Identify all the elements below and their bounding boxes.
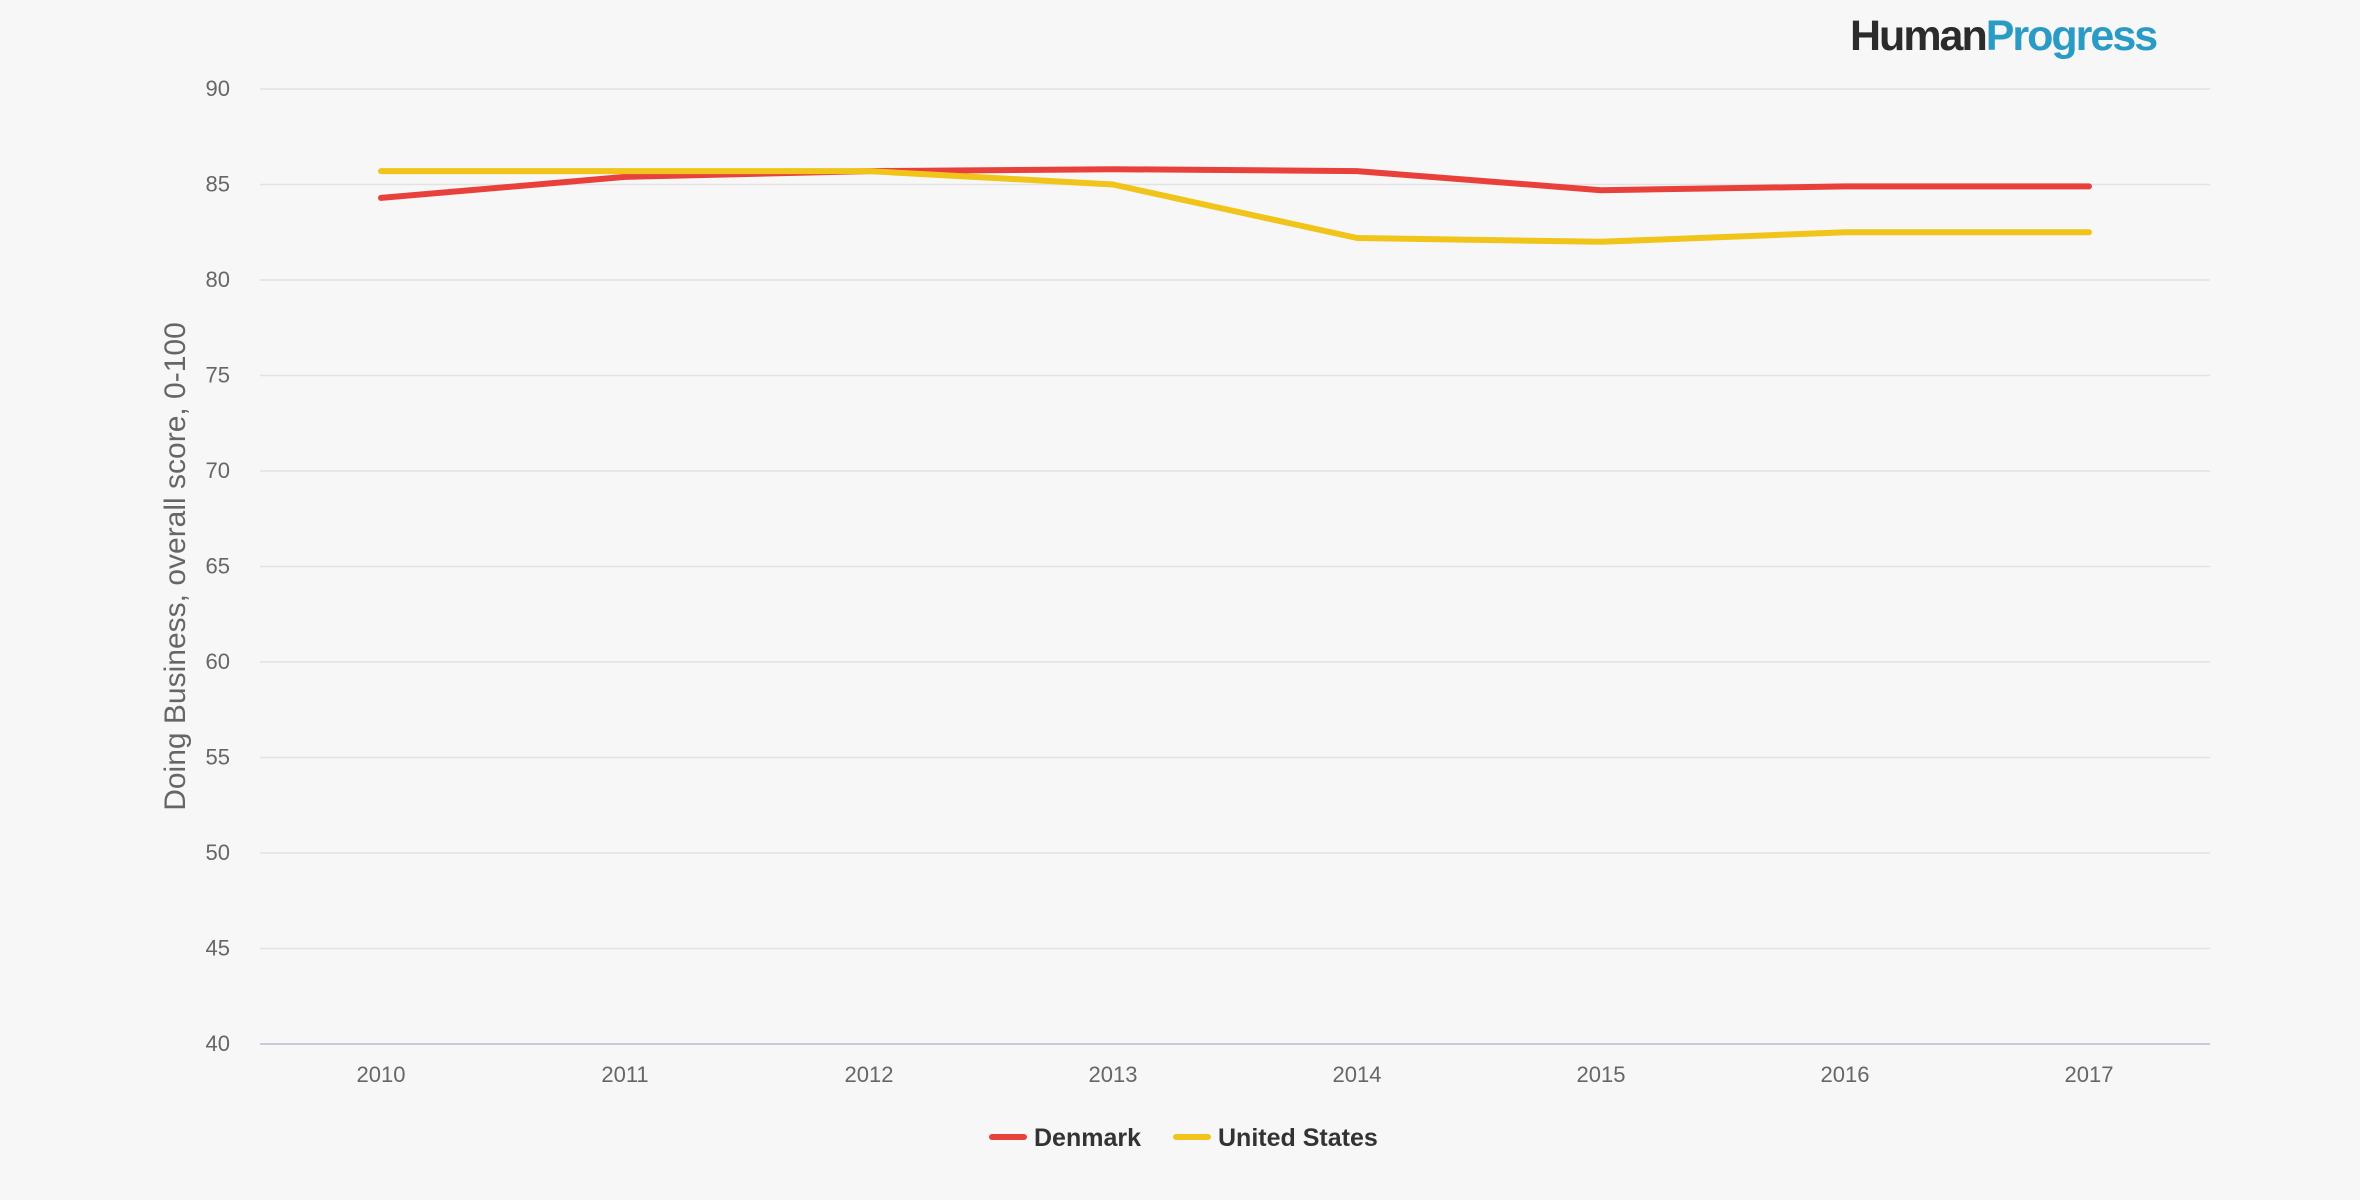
legend-item-united-states: United States	[1173, 1124, 1378, 1152]
y-axis-label: Doing Business, overall score, 0-100	[159, 322, 192, 811]
y-tick-label: 75	[206, 363, 230, 388]
y-tick-label: 40	[206, 1031, 230, 1056]
humanprogress-logo: HumanProgress	[1850, 12, 2158, 61]
gridlines	[260, 88, 2210, 1045]
x-axis-ticks: 2010 2011 2012 2013 2014 2015 2016 2017	[357, 1062, 2114, 1087]
x-tick-label: 2013	[1089, 1062, 1138, 1087]
y-tick-label: 85	[206, 172, 230, 197]
y-tick-label: 50	[206, 840, 230, 865]
y-tick-label: 70	[206, 458, 230, 483]
y-tick-label: 45	[206, 936, 230, 961]
x-tick-label: 2017	[2065, 1062, 2114, 1087]
legend: Denmark United States	[989, 1124, 1378, 1152]
series-line-united-states	[378, 168, 2092, 245]
legend-item-denmark: Denmark	[989, 1124, 1141, 1152]
x-tick-label: 2010	[357, 1062, 406, 1087]
y-axis-ticks: 40 45 50 55 60 65 70 75 80 85 90	[206, 76, 230, 1056]
x-tick-label: 2016	[1821, 1062, 1870, 1087]
legend-label: Denmark	[1034, 1124, 1141, 1152]
x-tick-label: 2011	[601, 1062, 648, 1087]
x-tick-label: 2012	[845, 1062, 894, 1087]
series-lines	[378, 166, 2092, 245]
y-tick-label: 80	[206, 267, 230, 292]
series-line-denmark	[378, 166, 2092, 201]
x-tick-label: 2014	[1333, 1062, 1382, 1087]
y-tick-label: 65	[206, 554, 230, 579]
logo-part-progress: Progress	[1985, 12, 2158, 60]
logo-part-human: Human	[1850, 12, 1988, 60]
legend-label: United States	[1218, 1124, 1378, 1152]
y-tick-label: 60	[206, 649, 230, 674]
y-tick-label: 90	[206, 76, 230, 101]
x-tick-label: 2015	[1577, 1062, 1626, 1087]
y-tick-label: 55	[206, 745, 230, 770]
